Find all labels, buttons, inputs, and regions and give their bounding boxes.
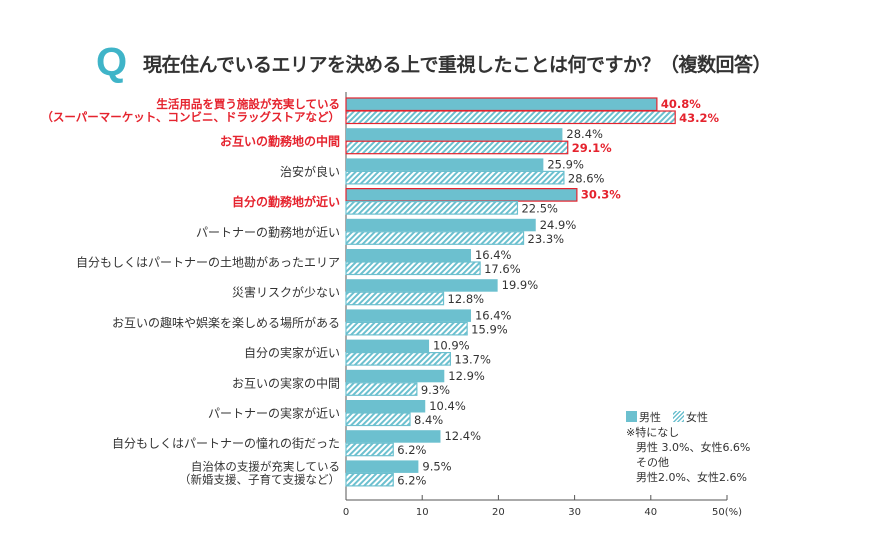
value-label-male: 9.5% xyxy=(422,459,451,473)
value-label-female: 12.8% xyxy=(448,292,485,306)
value-label-female: 9.3% xyxy=(421,383,450,397)
x-tick-label: 40 xyxy=(644,507,657,518)
category-label: パートナーの実家が近い xyxy=(208,406,340,421)
value-label-female: 17.6% xyxy=(484,262,521,276)
bar-male xyxy=(346,400,426,413)
category-label: 治安が良い xyxy=(280,164,340,179)
bar-male xyxy=(346,369,445,383)
bar-female xyxy=(345,472,394,487)
value-label-male: 16.4% xyxy=(475,308,512,322)
value-label-male: 40.8% xyxy=(661,97,701,111)
value-label-male: 12.4% xyxy=(444,429,481,443)
bar-female xyxy=(345,140,569,155)
bar-female xyxy=(345,412,411,427)
category-label: お互いの勤務地の中間 xyxy=(220,134,340,149)
bar-male xyxy=(345,188,578,202)
category-label: （スーパーマーケット、コンビニ、ドラッグストアなど） xyxy=(41,110,340,124)
category-label: 自分もしくはパートナーの土地勘があったエリア xyxy=(76,255,340,270)
bar-male xyxy=(346,218,536,232)
bar-male xyxy=(345,97,658,112)
legend-label-male: 男性 xyxy=(639,411,661,424)
legend-swatch-female xyxy=(673,411,684,422)
bar-female xyxy=(345,321,468,336)
bar-female xyxy=(345,110,676,125)
bar-male xyxy=(346,309,471,322)
value-label-female: 6.2% xyxy=(397,443,426,457)
bar-male xyxy=(346,128,563,141)
value-label-female: 6.2% xyxy=(397,473,426,487)
x-tick-label: 0 xyxy=(343,507,349,518)
bar-female xyxy=(345,352,451,366)
category-label: 自治体の支援が充実している xyxy=(191,459,340,473)
x-tick-label: 50(%) xyxy=(712,507,742,518)
value-label-female: 29.1% xyxy=(572,141,612,155)
bar-female xyxy=(345,291,445,306)
value-label-male: 30.3% xyxy=(581,188,621,202)
value-label-female: 23.3% xyxy=(528,232,565,246)
bar-female xyxy=(345,442,394,457)
value-label-male: 10.9% xyxy=(433,339,470,353)
category-label: 自分の勤務地が近い xyxy=(232,194,340,209)
value-label-male: 24.9% xyxy=(540,218,577,232)
chart-title: 現在住んでいるエリアを決める上で重視したことは何ですか？（複数回答） xyxy=(143,54,772,76)
value-label-male: 25.9% xyxy=(547,157,584,171)
category-label: 災害リスクが少ない xyxy=(232,285,340,300)
value-label-male: 28.4% xyxy=(566,127,603,141)
value-label-female: 13.7% xyxy=(454,353,491,367)
category-label: パートナーの勤務地が近い xyxy=(196,224,340,239)
value-label-female: 15.9% xyxy=(471,322,508,336)
bar-female xyxy=(345,261,481,276)
bar-male xyxy=(346,339,430,353)
value-label-female: 22.5% xyxy=(521,202,558,216)
x-tick-label: 30 xyxy=(568,507,581,518)
value-label-female: 43.2% xyxy=(679,111,719,125)
bar-male xyxy=(346,279,498,292)
category-label: 自分もしくはパートナーの憧れの街だった xyxy=(112,436,340,451)
note-3: 男性2.0%、女性2.6% xyxy=(636,471,747,484)
bar-male xyxy=(346,460,419,473)
bar-female xyxy=(345,382,418,396)
value-label-female: 28.6% xyxy=(568,171,605,185)
category-label: お互いの趣味や娯楽を楽しめる場所がある xyxy=(112,315,340,330)
x-tick-label: 20 xyxy=(492,507,505,518)
value-label-male: 19.9% xyxy=(502,278,539,292)
note-2: その他 xyxy=(636,456,669,469)
value-label-male: 16.4% xyxy=(475,248,512,262)
q-mark: Q xyxy=(96,40,128,84)
legend-swatch-male xyxy=(626,411,637,422)
value-label-male: 12.9% xyxy=(448,369,485,383)
value-label-female: 8.4% xyxy=(414,413,443,427)
bar-male xyxy=(346,249,471,262)
bar-male xyxy=(346,158,544,171)
bar-female xyxy=(345,170,565,185)
category-label: （新婚支援、子育て支援など） xyxy=(179,472,340,486)
bar-female xyxy=(345,201,519,215)
note-1: 男性 3.0%、女性6.6% xyxy=(636,441,751,454)
legend-label-female: 女性 xyxy=(686,411,708,424)
value-label-male: 10.4% xyxy=(429,399,466,413)
note-0: ※特になし xyxy=(626,426,680,439)
x-tick-label: 10 xyxy=(416,507,429,518)
bar-male xyxy=(346,430,441,443)
legend: 男性 女性 ※特になし 男性 3.0%、女性6.6% その他 男性2.0%、女性2… xyxy=(626,410,750,485)
bar-female xyxy=(345,231,525,245)
category-label: 自分の実家が近い xyxy=(244,345,340,360)
category-label: 生活用品を買う施設が充実している xyxy=(156,97,340,111)
category-label: お互いの実家の中間 xyxy=(232,375,340,390)
